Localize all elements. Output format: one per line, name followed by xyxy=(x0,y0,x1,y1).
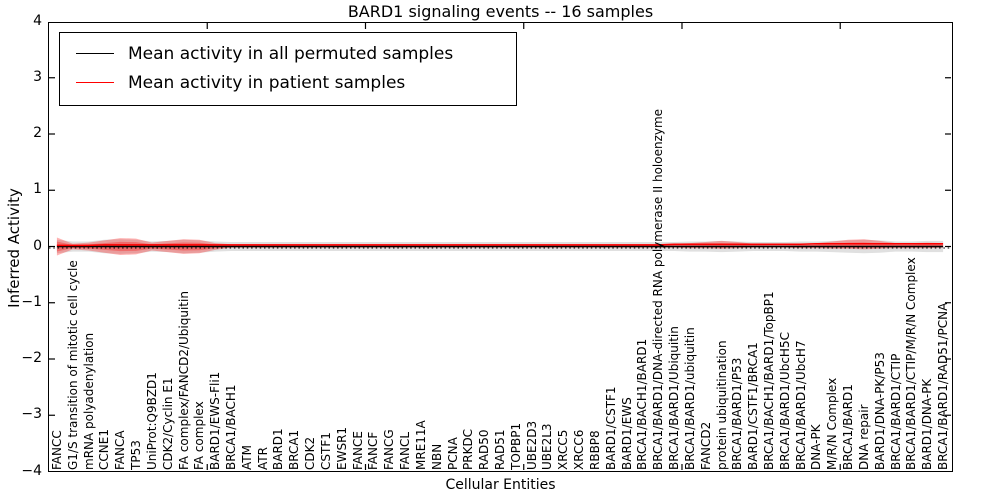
x-category-label: UBE2D3 xyxy=(524,420,539,470)
x-category-label: ATR xyxy=(255,447,270,470)
x-category-label: BRCA1/BARD1 xyxy=(841,384,856,470)
x-category-label: BARD1/EWS-Fli1 xyxy=(208,371,223,470)
y-tick-label: −4 xyxy=(21,462,42,479)
x-category-label: BRCA1/BARD1/RAD51/PCNA xyxy=(936,302,951,470)
x-category-label: ATM xyxy=(239,445,254,470)
x-category-label: BRCA1/BARD1/UbcH7 xyxy=(793,340,808,470)
x-category-label: PRKDC xyxy=(461,428,476,470)
x-category-label: MRE11A xyxy=(413,420,428,470)
legend-entry-label: Mean activity in all permuted samples xyxy=(128,43,454,64)
x-category-label: NBN xyxy=(429,443,444,470)
x-category-label: RAD50 xyxy=(477,429,492,470)
x-category-label: EWSR1 xyxy=(334,426,349,470)
x-category-label: DNA-PK xyxy=(809,424,824,470)
y-tick-label: −1 xyxy=(21,293,42,310)
chart-drawing xyxy=(49,23,951,470)
x-category-label: UBE2L3 xyxy=(540,423,555,470)
permuted-line-swatch xyxy=(76,53,114,54)
plot-area xyxy=(48,22,953,472)
x-category-label: BRCA1/BARD1/CTIP xyxy=(888,353,903,470)
legend-entry-label: Mean activity in patient samples xyxy=(128,72,406,93)
x-category-label: G1/S transition of mitotic cell cycle xyxy=(65,260,80,470)
y-tick-label: −3 xyxy=(21,406,42,423)
x-category-label: RBBP8 xyxy=(587,430,602,470)
x-category-label: BARD1/DNA-PK xyxy=(920,378,935,470)
x-category-label: protein ubiquitination xyxy=(714,340,729,470)
x-category-label: mRNA polyadenylation xyxy=(81,332,96,470)
legend-entry-permuted: Mean activity in all permuted samples xyxy=(70,39,506,68)
x-category-label: BRCA1 xyxy=(287,429,302,470)
x-category-label: DNA repair xyxy=(856,404,871,470)
x-category-label: PCNA xyxy=(445,437,460,470)
x-category-label: M/R/N Complex xyxy=(825,377,840,470)
y-tick-label: 4 xyxy=(33,12,42,29)
x-category-label: BRCA1/BARD1/Ubiquitin xyxy=(667,326,682,470)
legend-entry-patient: Mean activity in patient samples xyxy=(70,68,506,97)
x-category-label: FANCF xyxy=(366,431,381,470)
x-category-label: XRCC6 xyxy=(572,429,587,470)
x-category-label: FANCE xyxy=(350,431,365,470)
x-category-label: CCNE1 xyxy=(97,429,112,470)
patient-line-swatch xyxy=(76,82,114,83)
x-category-label: CSTF1 xyxy=(318,432,333,470)
y-tick-label: 0 xyxy=(33,237,42,254)
x-category-label: FANCL xyxy=(398,431,413,470)
y-tick-label: 3 xyxy=(33,68,42,85)
x-category-label: TOPBP1 xyxy=(508,422,523,470)
x-category-label: FANCG xyxy=(382,429,397,470)
patient-mean-line xyxy=(56,242,944,247)
x-category-label: BARD1/CSTF1 xyxy=(603,386,618,470)
chart-title: BARD1 signaling events -- 16 samples xyxy=(347,2,654,21)
x-category-label: BRCA1/BARD1/P53 xyxy=(730,357,745,470)
x-category-label: BRCA1/BARD1/CTIP/M/R/N Complex xyxy=(904,257,919,470)
x-category-label: CDK2 xyxy=(303,436,318,470)
y-tick-label: 2 xyxy=(33,125,42,141)
legend-box: Mean activity in all permuted samples Me… xyxy=(59,32,517,106)
x-category-label: BRCA1/BARD1/UbcH5C xyxy=(777,332,792,470)
x-category-label: FANCD2 xyxy=(698,421,713,470)
x-category-label: BARD1/EWS xyxy=(619,397,634,470)
x-category-label: BRCA1/BACH1 xyxy=(223,384,238,470)
x-axis-label: Cellular Entities xyxy=(445,477,556,493)
y-tick-label: −2 xyxy=(21,350,42,366)
y-tick-label: 1 xyxy=(33,181,42,198)
x-category-label: TP53 xyxy=(129,440,144,470)
x-category-label: UniProt:Q9BZD1 xyxy=(144,372,159,470)
x-category-label: XRCC5 xyxy=(556,429,571,470)
x-category-label: FANCA xyxy=(113,430,128,470)
x-category-label: FA complex xyxy=(192,401,207,470)
x-category-label: BRCA1/BACH1/BARD1/TopBP1 xyxy=(762,291,777,470)
x-category-label: BARD1 xyxy=(271,428,286,470)
x-category-label: FANCC xyxy=(49,430,64,470)
x-category-label: BARD1/DNA-PK/P53 xyxy=(872,352,887,470)
x-category-label: BRCA1/BACH1/BARD1 xyxy=(635,338,650,470)
x-category-label: FA complex/FANCD2/Ubiquitin xyxy=(176,291,191,470)
x-category-label: BRCA1/BARD1/ubiquitin xyxy=(682,327,697,470)
x-category-label: CDK2/Cyclin E1 xyxy=(160,377,175,470)
x-category-label: BRCA1/BARD1/DNA-directed RNA polymerase … xyxy=(651,108,666,470)
x-category-label: BARD1/CSTF1/BRCA1 xyxy=(746,342,761,470)
x-category-label: RAD51 xyxy=(493,429,507,470)
